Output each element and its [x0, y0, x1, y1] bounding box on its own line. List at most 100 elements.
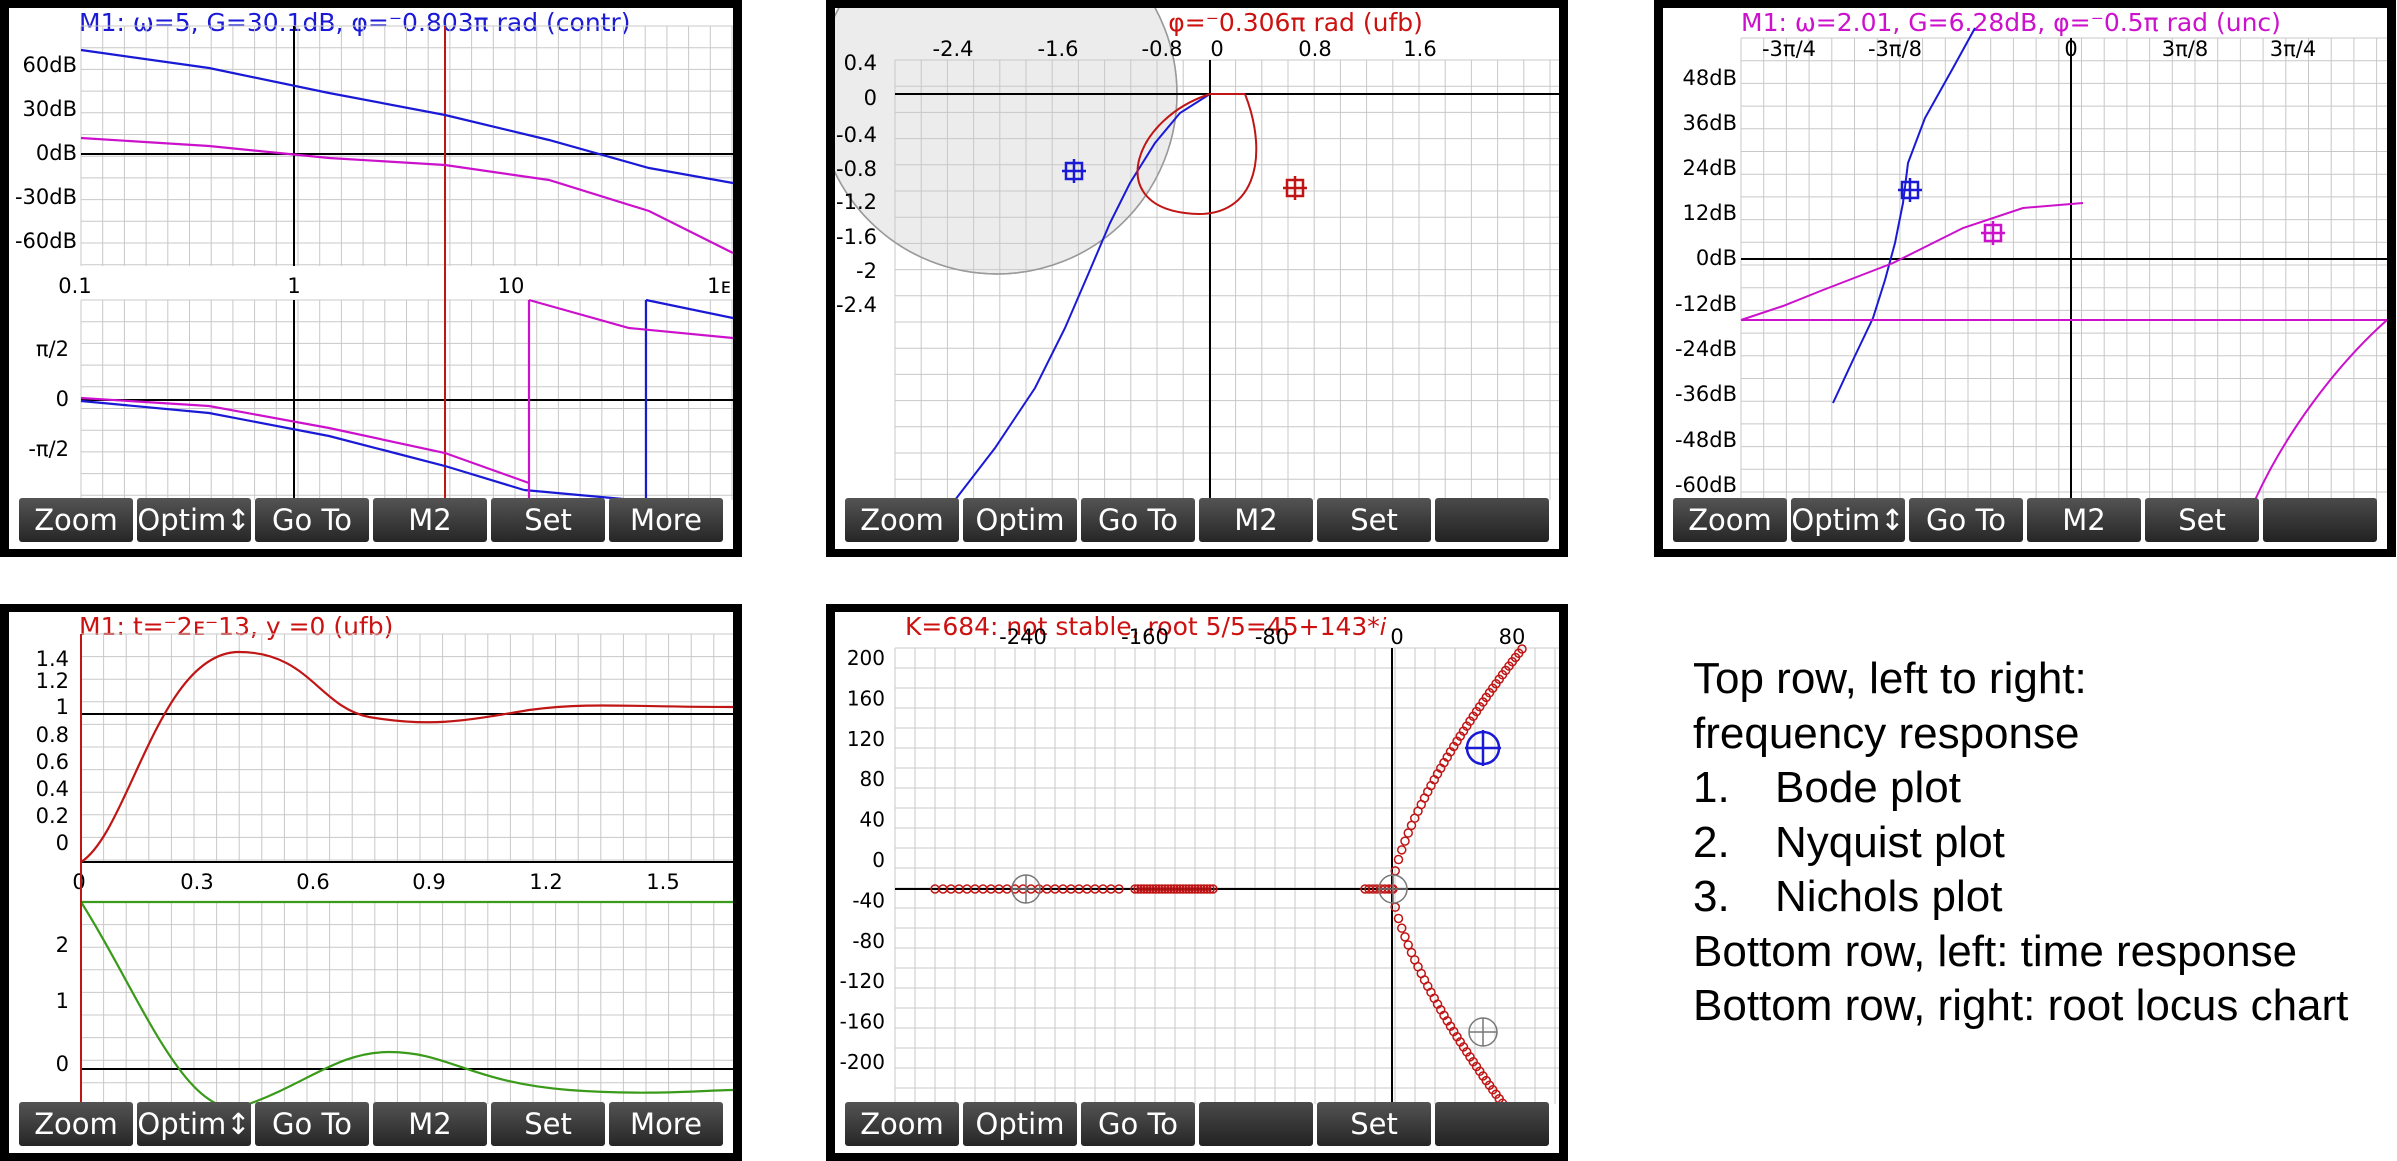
tick-label: 0	[2064, 37, 2077, 61]
softkey-bar: Zoom Optim↕ Go To M2 Set	[1673, 498, 2377, 542]
tick-label: 12dB	[1683, 201, 1737, 225]
softkey-empty[interactable]	[1435, 498, 1549, 542]
softkey-optim[interactable]: Optim↕	[137, 498, 251, 542]
bode-chart[interactable]: 60dB 30dB 0dB -30dB -60dB 0.1 1 10 1ᴇ π/2 0 -π/2	[9, 8, 733, 549]
time-screen: M1: t=⁻2ᴇ⁻13, y =0 (ufb) 1.4 1.2 1 0.8 0.6 0.…	[9, 612, 733, 1153]
root-point	[1157, 884, 1167, 894]
root-point	[1184, 884, 1194, 894]
nyquist-curve-open-loop	[954, 93, 1211, 501]
softkey-set[interactable]: Set	[491, 498, 605, 542]
root-point	[1163, 884, 1173, 894]
tick-label: -1.6	[836, 225, 877, 249]
tick-label: 0.9	[412, 870, 445, 894]
root-point	[1181, 884, 1191, 894]
softkey-empty[interactable]	[1435, 1102, 1549, 1146]
tick-label: 0	[56, 1052, 69, 1076]
softkey-optim[interactable]: Optim	[963, 498, 1077, 542]
tick-label: 0	[56, 831, 69, 855]
nichols-screen: M1: ω=2.01, G=6.28dB, φ=⁻0.5π rad (unc) …	[1663, 8, 2387, 549]
softkey-bar: Zoom Optim Go To M2 Set	[845, 498, 1549, 542]
tick-label: 0.2	[36, 804, 69, 828]
tick-label: 48dB	[1683, 66, 1737, 90]
softkey-goto[interactable]: Go To	[1081, 498, 1195, 542]
tick-label: 0.1	[58, 274, 91, 298]
tick-label: π/2	[36, 337, 69, 361]
softkey-empty[interactable]	[1199, 1102, 1313, 1146]
softkey-zoom[interactable]: Zoom	[845, 1102, 959, 1146]
tick-label: 0.4	[36, 777, 69, 801]
softkey-m2[interactable]: M2	[1199, 498, 1313, 542]
tick-label: 0.3	[180, 870, 213, 894]
tick-label: 1	[287, 274, 300, 298]
softkey-optim[interactable]: Optim↕	[1791, 498, 1905, 542]
root-locus-screen: K=684: not stable, root 5/5=45+143*𝑖 -24…	[835, 612, 1559, 1153]
caption-line: frequency response	[1693, 708, 2080, 758]
softkey-set[interactable]: Set	[491, 1102, 605, 1146]
tick-label: -80	[852, 929, 885, 953]
root-point	[1397, 845, 1407, 855]
softkey-zoom[interactable]: Zoom	[845, 498, 959, 542]
tick-label: 0	[72, 870, 85, 894]
root-point	[1187, 884, 1197, 894]
root-locus-chart[interactable]: -240 -160 -80 0 8020016012080400-40-80-120-1…	[835, 612, 1559, 1153]
tick-label: 60dB	[23, 53, 77, 77]
root-point	[1193, 884, 1203, 894]
tick-label: 0.6	[296, 870, 329, 894]
tick-label: 1ᴇ	[707, 274, 731, 298]
softkey-zoom[interactable]: Zoom	[19, 1102, 133, 1146]
phase-curve-closed-loop	[80, 396, 530, 485]
softkey-goto[interactable]: Go To	[255, 1102, 369, 1146]
tick-label: 1	[56, 989, 69, 1013]
phase-curve-open-loop	[80, 399, 525, 492]
tick-label: 1.2	[36, 669, 69, 693]
root-point	[1148, 884, 1158, 894]
softkey-zoom[interactable]: Zoom	[1673, 498, 1787, 542]
list-text: Nyquist plot	[1775, 817, 2005, 867]
softkey-goto[interactable]: Go To	[1909, 498, 2023, 542]
softkey-more[interactable]: More	[609, 1102, 723, 1146]
nyquist-plot-panel: M1: ω=72.7, G=1.3, φ=⁻0.306π rad (ufb) -…	[826, 0, 1568, 557]
tick-label: -0.4	[836, 123, 877, 147]
caption-list-item: 2. Nyquist plot	[1693, 816, 2348, 871]
step-response-curve	[80, 650, 733, 863]
softkey-set[interactable]: Set	[1317, 498, 1431, 542]
tick-label: 0	[1210, 37, 1223, 61]
root-point	[1139, 884, 1149, 894]
softkey-set[interactable]: Set	[2145, 498, 2259, 542]
softkey-m2[interactable]: M2	[2027, 498, 2141, 542]
tick-label: -0.8	[836, 157, 877, 181]
root-point	[1130, 884, 1140, 894]
softkey-m2[interactable]: M2	[373, 498, 487, 542]
softkey-more[interactable]: More	[609, 498, 723, 542]
softkey-optim[interactable]: Optim↕	[137, 1102, 251, 1146]
root-point	[1196, 884, 1206, 894]
tick-label: -40	[852, 888, 885, 912]
gain-curve-open-loop	[80, 48, 733, 185]
tick-label: -2.4	[933, 37, 974, 61]
root-point	[1199, 884, 1209, 894]
tick-label: 160	[847, 686, 885, 710]
nyquist-curve-closed-loop	[1136, 93, 1258, 216]
root-point	[1205, 884, 1215, 894]
nichols-chart[interactable]: -3π/4 -3π/8 0 3π/8 3π/4 48dB 36dB 24dB 12dB 0dB -1…	[1663, 8, 2387, 549]
tick-label: -240	[999, 625, 1047, 649]
softkey-optim[interactable]: Optim	[963, 1102, 1077, 1146]
tick-label: 80	[860, 767, 885, 791]
softkey-goto[interactable]: Go To	[1081, 1102, 1195, 1146]
tick-label: -30dB	[15, 185, 77, 209]
nyquist-chart[interactable]: -2.4 -1.6 -0.8 0 0.8 1.6 0.4 0 -0.4 -0.8 -1.2 -1.6 -…	[835, 8, 1559, 549]
softkey-empty[interactable]	[2263, 498, 2377, 542]
tick-label: -36dB	[1675, 382, 1737, 406]
root-point	[1397, 923, 1407, 933]
tick-label: -48dB	[1675, 428, 1737, 452]
tick-label: -3π/8	[1868, 37, 1922, 61]
list-number: 2.	[1693, 817, 1730, 867]
softkey-goto[interactable]: Go To	[255, 498, 369, 542]
softkey-m2[interactable]: M2	[373, 1102, 487, 1146]
root-point	[1403, 940, 1413, 950]
list-text: Bode plot	[1775, 763, 1961, 812]
softkey-set[interactable]: Set	[1317, 1102, 1431, 1146]
softkey-zoom[interactable]: Zoom	[19, 498, 133, 542]
phase-curve-open-loop	[645, 298, 733, 320]
